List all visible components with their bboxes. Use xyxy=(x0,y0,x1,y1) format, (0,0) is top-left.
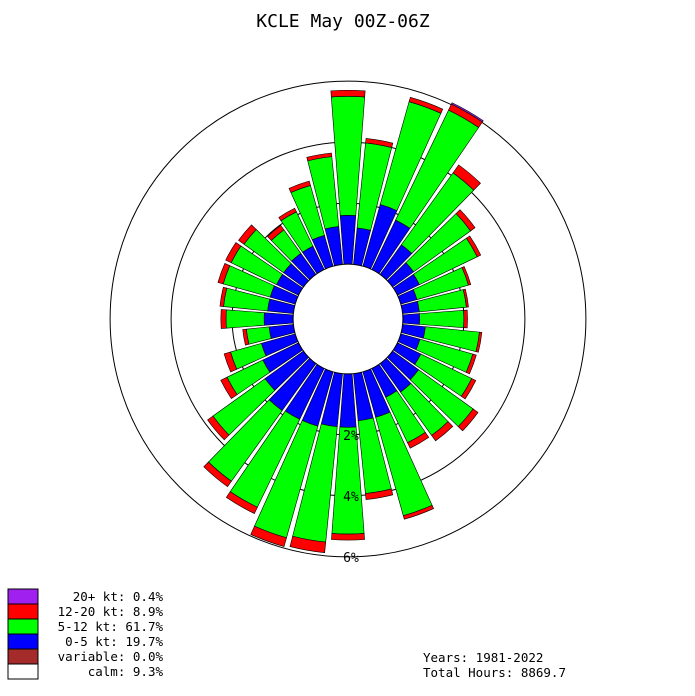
legend-swatch xyxy=(7,663,39,680)
bar-segment xyxy=(408,96,444,114)
bar-segment xyxy=(339,373,357,428)
bar-segment xyxy=(219,286,228,307)
calm-circle xyxy=(292,263,404,375)
bar-segment xyxy=(402,504,434,520)
years-text: Years: 1981-2022 xyxy=(423,650,543,665)
ring-circle xyxy=(109,80,587,558)
bar-segment xyxy=(455,209,476,232)
total-hours-text: Total Hours: 8869.7 xyxy=(423,665,566,680)
bar-segment xyxy=(461,266,472,286)
bar-segment xyxy=(223,351,238,373)
ring-labels: 2% 4% 6% xyxy=(343,429,359,566)
bar-segment xyxy=(475,331,483,353)
bar-segment xyxy=(267,224,285,241)
legend-label: 5-12 kt: 61.7% xyxy=(58,619,164,634)
bar-segment xyxy=(419,309,465,329)
bar-segment xyxy=(402,313,420,325)
bar-segment xyxy=(330,96,366,216)
legend-label: variable: 0.0% xyxy=(58,649,164,664)
bar-segment xyxy=(220,309,227,329)
bar-segment xyxy=(462,288,469,308)
chart-title: KCLE May 00Z-06Z xyxy=(256,11,430,32)
ring-label: 2% xyxy=(343,429,359,444)
bar-segment xyxy=(452,164,481,191)
bar-segment xyxy=(306,152,333,162)
bar-segment xyxy=(288,180,311,193)
legend-swatch xyxy=(7,618,39,635)
bar-segment xyxy=(242,328,250,346)
legend: 20+ kt: 0.4%12-20 kt: 8.9% 5-12 kt: 61.7… xyxy=(7,588,164,680)
bar-segment xyxy=(460,378,477,400)
bar-segment xyxy=(431,421,454,442)
bar-segment xyxy=(463,309,468,329)
bar-segment xyxy=(330,89,366,98)
legend-label: 20+ kt: 0.4% xyxy=(73,589,164,604)
wind-bars xyxy=(203,89,484,554)
legend-swatch xyxy=(7,633,39,650)
bar-segment xyxy=(207,415,230,441)
bar-segment xyxy=(225,491,258,514)
bar-segment xyxy=(220,376,238,399)
bar-segment xyxy=(217,263,231,285)
legend-label: 12-20 kt: 8.9% xyxy=(58,604,164,619)
bar-segment xyxy=(365,138,394,148)
bar-segment xyxy=(250,525,287,547)
bar-segment xyxy=(339,214,357,265)
bar-segment xyxy=(238,224,257,245)
ring-label: 4% xyxy=(343,490,359,505)
bar-segment xyxy=(278,207,297,222)
bar-segment xyxy=(203,461,232,488)
bar-segment xyxy=(457,408,479,432)
bar-segment xyxy=(225,242,242,264)
legend-label: calm: 9.3% xyxy=(88,664,164,679)
bar-segment xyxy=(263,312,294,326)
bar-segment xyxy=(289,535,327,554)
ring-label: 6% xyxy=(343,551,359,566)
legend-swatch xyxy=(7,648,39,665)
bar-segment xyxy=(407,431,430,449)
bar-segment xyxy=(225,309,265,329)
bar-segment xyxy=(465,353,477,375)
bar-segment xyxy=(365,488,394,500)
legend-swatch xyxy=(7,603,39,620)
bar-segment xyxy=(466,235,482,258)
bar-segment xyxy=(451,102,484,123)
bar-segment xyxy=(331,533,365,541)
legend-swatch xyxy=(7,588,39,605)
legend-label: 0-5 kt: 19.7% xyxy=(65,634,163,649)
